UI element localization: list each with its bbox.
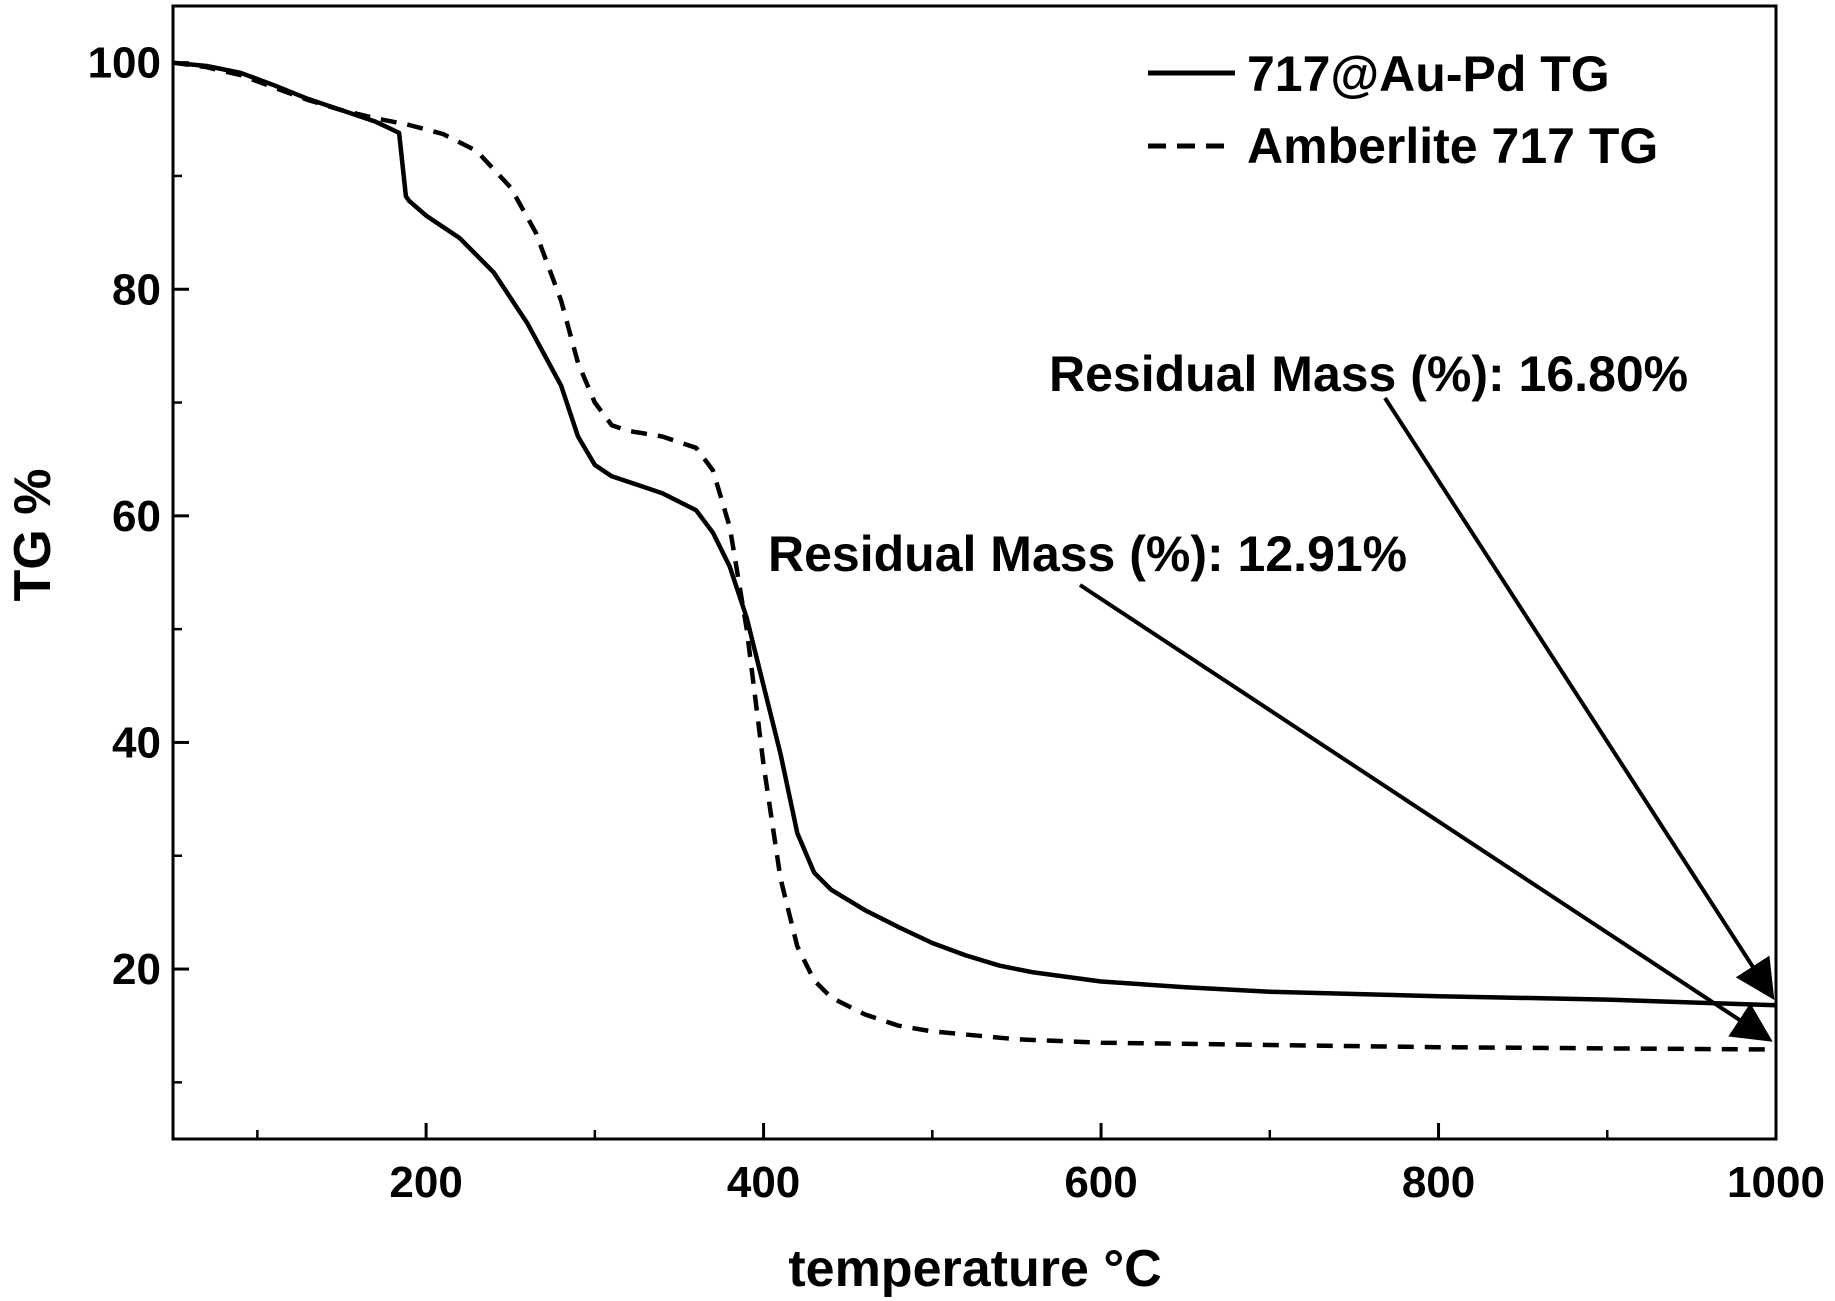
- annotations: Residual Mass (%): 16.80% Residual Mass …: [768, 346, 1775, 1042]
- plot-area-frame: [171, 4, 1778, 1141]
- y-tick-label: 100: [88, 39, 161, 88]
- series-layer: [172, 60, 1777, 1052]
- x-tick-label: 200: [389, 1158, 462, 1207]
- y-tick-label: 60: [112, 492, 161, 541]
- y-tick-label: 40: [112, 718, 161, 767]
- annotation-label-1: Residual Mass (%): 16.80%: [1049, 346, 1688, 402]
- x-tick-label: 1000: [1727, 1158, 1825, 1207]
- y-axis-ticks: 20 40 60 80 100: [88, 39, 189, 1084]
- x-tick-label: 400: [727, 1158, 800, 1207]
- legend-label-series-1: 717@Au-Pd TG: [1247, 46, 1610, 102]
- annotation-arrow-2: [1078, 583, 1773, 1042]
- y-tick-label: 80: [112, 265, 161, 314]
- series-line-2: [172, 60, 1777, 1052]
- annotation-label-2: Residual Mass (%): 12.91%: [768, 526, 1407, 582]
- legend-label-series-2: Amberlite 717 TG: [1247, 118, 1658, 174]
- x-axis-ticks: 200 400 600 800 1000: [256, 1123, 1825, 1207]
- y-axis-title: TG %: [4, 469, 62, 602]
- x-axis-title: temperature °C: [788, 1240, 1161, 1298]
- x-tick-label: 600: [1064, 1158, 1137, 1207]
- y-tick-label: 20: [112, 945, 161, 994]
- x-tick-label: 800: [1402, 1158, 1475, 1207]
- series-line-1: [172, 60, 1777, 1008]
- annotation-arrow-1: [1383, 396, 1775, 1001]
- legend: 717@Au-Pd TG Amberlite 717 TG: [1148, 46, 1658, 174]
